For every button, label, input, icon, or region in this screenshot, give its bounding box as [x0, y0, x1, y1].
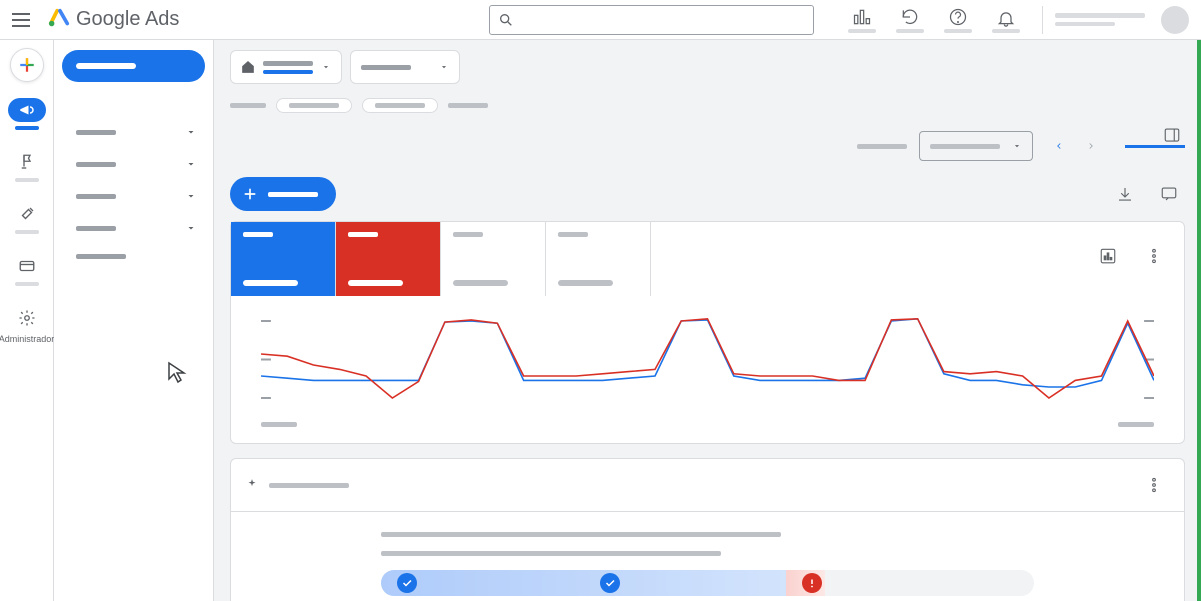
avatar[interactable] [1161, 6, 1189, 34]
main-content [214, 40, 1201, 601]
account-selector[interactable] [230, 50, 342, 84]
bc-pill-1[interactable] [276, 98, 352, 113]
score-track [381, 570, 1034, 596]
axis-end [1118, 422, 1154, 427]
download-icon[interactable] [1109, 178, 1141, 210]
right-edge-indicator [1197, 40, 1201, 601]
metrics-card [230, 221, 1185, 444]
brand-logo[interactable]: Google Ads [48, 7, 179, 32]
feedback-icon[interactable] [1153, 178, 1185, 210]
side-row-2[interactable] [62, 148, 205, 180]
side-row-5[interactable] [62, 244, 205, 269]
nav-admin[interactable]: Administrador [0, 306, 54, 344]
opt-menu-icon[interactable] [1138, 469, 1170, 501]
bc-1[interactable] [230, 103, 266, 108]
new-campaign-button[interactable] [230, 177, 336, 211]
side-row-1[interactable] [62, 116, 205, 148]
sparkle-icon [245, 478, 259, 492]
checkpoint-pass-icon [600, 573, 620, 593]
notifications-icon[interactable] [982, 0, 1030, 40]
bc-3[interactable] [448, 103, 488, 108]
metric-tile-2[interactable] [336, 222, 441, 296]
next-period[interactable] [1077, 132, 1105, 160]
opt-line-1 [381, 532, 781, 537]
prev-period[interactable] [1045, 132, 1073, 160]
brand-name: Google [76, 8, 141, 30]
search-icon [498, 12, 514, 28]
cursor-icon [165, 360, 189, 387]
date-range-select[interactable] [919, 131, 1033, 161]
label-compare [857, 144, 907, 149]
panel-toggle-icon[interactable] [1163, 126, 1181, 147]
nav-goals[interactable] [8, 150, 46, 182]
axis-start [261, 422, 297, 427]
expand-chart-icon[interactable] [1092, 240, 1124, 272]
nav-billing[interactable] [8, 254, 46, 286]
caret-icon [439, 62, 449, 72]
side-sub-2[interactable] [62, 104, 205, 116]
nav-admin-label: Administrador [0, 334, 54, 344]
opt-line-2 [381, 551, 721, 556]
side-row-4[interactable] [62, 212, 205, 244]
campaign-selector[interactable] [350, 50, 460, 84]
opt-title [269, 483, 349, 488]
search-input[interactable] [489, 5, 814, 35]
nav-rail: Administrador [0, 40, 54, 601]
side-overview[interactable] [62, 50, 205, 82]
create-button[interactable] [10, 48, 44, 82]
menu-icon[interactable] [12, 8, 36, 32]
reports-icon[interactable] [838, 0, 886, 40]
side-panel [54, 40, 214, 601]
line-chart [261, 310, 1154, 420]
metric-tile-3[interactable] [441, 222, 546, 296]
side-sub-1[interactable] [62, 92, 205, 104]
caret-icon [321, 62, 331, 72]
refresh-icon[interactable] [886, 0, 934, 40]
app-header: Google Ads [0, 0, 1201, 40]
brand-suffix: Ads [145, 8, 179, 30]
help-icon[interactable] [934, 0, 982, 40]
bc-pill-2[interactable] [362, 98, 438, 113]
checkpoint-alert-icon [802, 573, 822, 593]
optimization-card [230, 458, 1185, 601]
breadcrumb [230, 94, 1185, 125]
checkpoint-pass-icon [397, 573, 417, 593]
account-switcher[interactable] [1055, 13, 1145, 26]
chart-menu-icon[interactable] [1138, 240, 1170, 272]
metric-tile-1[interactable] [231, 222, 336, 296]
metric-tile-4[interactable] [546, 222, 651, 296]
nav-campaigns[interactable] [8, 98, 46, 130]
nav-tools[interactable] [8, 202, 46, 234]
home-icon [241, 60, 255, 74]
side-row-3[interactable] [62, 180, 205, 212]
